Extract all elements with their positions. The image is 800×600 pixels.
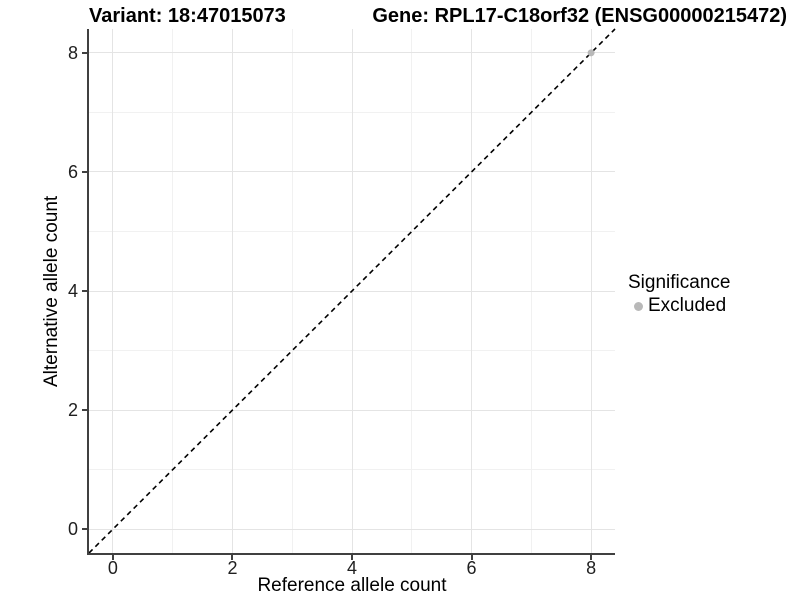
legend-title: Significance xyxy=(628,272,731,293)
y-tick-label: 8 xyxy=(67,42,78,63)
x-tick-label: 2 xyxy=(227,558,238,578)
y-tick-label: 0 xyxy=(67,519,78,540)
x-tick-label: 8 xyxy=(586,558,597,578)
identity-line-layer xyxy=(88,28,616,554)
y-tick-label: 4 xyxy=(67,281,78,301)
y-tick-mark xyxy=(82,290,87,292)
legend: Significance Excluded xyxy=(628,272,730,316)
plot-title-gene: Gene: RPL17-C18orf32 (ENSG00000215472) xyxy=(372,5,787,27)
x-tick-mark xyxy=(231,555,234,560)
x-tick-mark xyxy=(111,555,114,560)
x-tick-label: 0 xyxy=(107,558,118,578)
legend-item-label: Excluded xyxy=(648,295,727,316)
identity-dashed-line xyxy=(88,28,616,554)
x-tick-label: 4 xyxy=(346,558,357,578)
y-tick-mark xyxy=(82,528,87,531)
y-tick-mark xyxy=(82,51,87,54)
y-tick-mark xyxy=(82,170,87,173)
excluded-point-icon xyxy=(633,301,643,311)
x-tick-mark xyxy=(470,555,473,560)
x-tick-label: 6 xyxy=(466,558,477,578)
data-point-excluded xyxy=(587,49,595,57)
y-tick-mark xyxy=(82,409,87,412)
x-tick-mark xyxy=(590,555,593,560)
plot-title-variant: Variant: 18:47015073 xyxy=(89,5,286,27)
legend-key xyxy=(628,296,648,316)
y-tick-label: 6 xyxy=(67,161,78,182)
major-gridline-y xyxy=(89,409,615,411)
major-gridline-y xyxy=(89,52,615,54)
major-gridline-y xyxy=(89,171,615,173)
y-axis-line xyxy=(87,29,89,555)
x-axis-line xyxy=(87,553,615,555)
x-tick-mark xyxy=(351,555,353,560)
legend-item-excluded: Excluded xyxy=(628,295,730,316)
y-tick-label: 2 xyxy=(67,400,78,421)
x-axis-title: Reference allele count xyxy=(257,575,447,596)
major-gridline-y xyxy=(89,528,615,530)
plot-panel xyxy=(88,28,616,554)
data-points-layer xyxy=(587,49,595,57)
